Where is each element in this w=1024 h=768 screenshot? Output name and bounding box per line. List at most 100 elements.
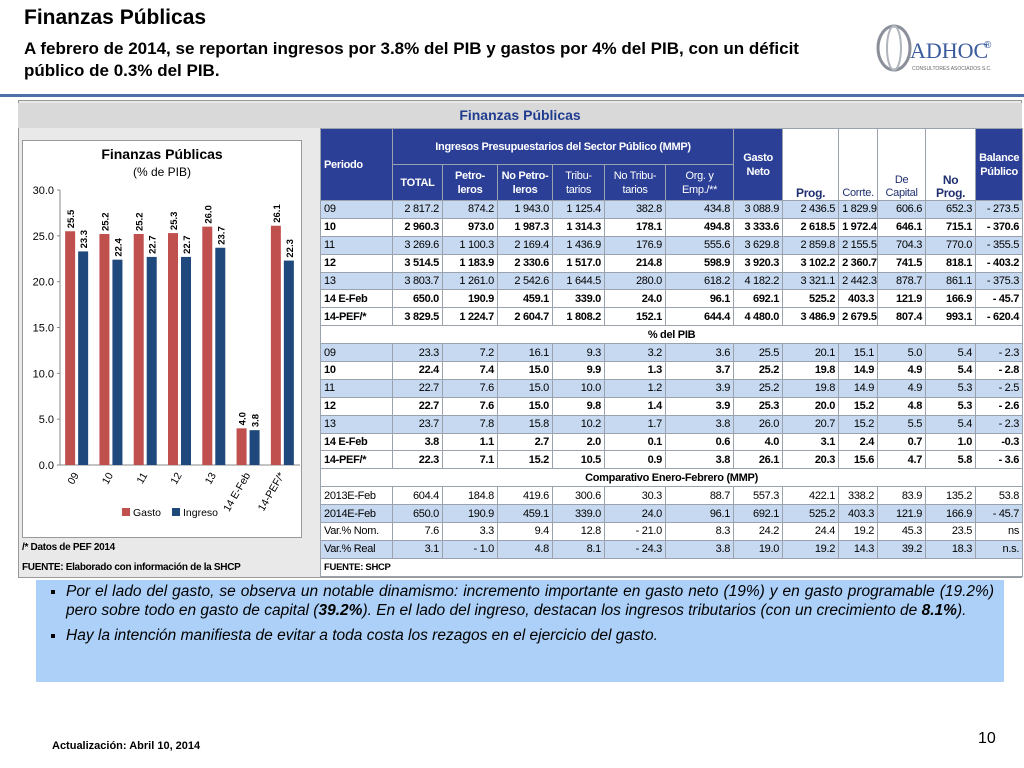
table-row: Var.% Nom. 7.6 3.3 9.4 12.8- 21.0 8.3 24.2 24.4… bbox=[320, 522, 1024, 541]
cell: 3.1 bbox=[392, 539, 443, 559]
cell: 3 486.9 bbox=[782, 307, 840, 327]
cell: - 370.6 bbox=[975, 217, 1024, 237]
cell: 15.2 bbox=[497, 450, 553, 470]
cell: 606.6 bbox=[877, 200, 927, 219]
cell: 2 859.8 bbox=[782, 235, 840, 255]
cell: 7.1 bbox=[442, 450, 498, 470]
cell: 18.3 bbox=[925, 539, 977, 559]
cell: 9.8 bbox=[552, 396, 605, 416]
cell: 555.6 bbox=[664, 235, 735, 255]
data-label: 22.3 bbox=[285, 239, 296, 258]
chart-title: Finanzas Públicas bbox=[101, 146, 223, 162]
note: FUENTE: Elaborado con información de la … bbox=[22, 562, 241, 573]
cell: - 403.2 bbox=[975, 253, 1024, 273]
cell: - 2.5 bbox=[975, 378, 1024, 398]
row-label: 14-PEF/* bbox=[320, 307, 393, 327]
cell: 993.1 bbox=[925, 307, 977, 327]
y-tick-label: 10.0 bbox=[33, 368, 54, 380]
row-label: 11 bbox=[320, 235, 393, 255]
cell: 5.4 bbox=[925, 414, 977, 434]
logo-mark: ® bbox=[984, 40, 992, 51]
cell: 10.0 bbox=[552, 378, 605, 398]
chart-frame bbox=[22, 140, 302, 538]
cell: 1 183.9 bbox=[442, 253, 498, 273]
cell: 15.2 bbox=[838, 396, 879, 416]
table-row: 13 3 803.7 1 261.0 2 542.6 1 644.5 280.0 618.2… bbox=[320, 271, 1024, 291]
x-tick-label: 13 bbox=[203, 470, 219, 486]
column-header: Corrte. bbox=[838, 128, 879, 201]
section-row: % del PIB bbox=[319, 325, 1024, 345]
data-label: 26.1 bbox=[272, 204, 283, 223]
column-header: TOTAL bbox=[392, 164, 443, 201]
cell: 7.8 bbox=[442, 414, 498, 434]
cell: 15.2 bbox=[838, 414, 879, 434]
table-row: 09 23.3 7.2 16.1 9.3 3.2 3.6 25.5 20.1 15.1 5.0 5.4… bbox=[320, 343, 1024, 363]
cell: 3.6 bbox=[664, 343, 735, 363]
cell: 692.1 bbox=[733, 289, 784, 309]
cell: - 3.6 bbox=[975, 450, 1024, 470]
x-tick-label: 09 bbox=[66, 470, 82, 486]
cell: 1 314.3 bbox=[552, 217, 605, 237]
cell: 3 803.7 bbox=[392, 271, 443, 291]
cell: - 355.5 bbox=[975, 235, 1024, 255]
cell: 1 224.7 bbox=[442, 307, 498, 327]
update-date: Actualización: Abril 10, 2014 bbox=[52, 740, 201, 752]
cell: 280.0 bbox=[604, 271, 666, 291]
bar bbox=[112, 259, 123, 465]
cell: 3 920.3 bbox=[733, 253, 784, 273]
bar bbox=[283, 260, 294, 465]
cell: - 375.3 bbox=[975, 271, 1024, 291]
table-title: Finanzas Públicas bbox=[18, 103, 1022, 128]
legend-swatch bbox=[172, 508, 180, 516]
cell: - 1.0 bbox=[442, 539, 498, 559]
bar bbox=[236, 428, 247, 465]
note: /* Datos de PEF 2014 bbox=[22, 542, 115, 553]
cell: 403.3 bbox=[838, 289, 879, 309]
cell: - 620.4 bbox=[975, 307, 1024, 327]
bar bbox=[202, 226, 213, 465]
group-header: Ingresos Presupuestarios del Sector Públ… bbox=[391, 128, 735, 165]
cell: 403.3 bbox=[838, 504, 879, 524]
cell: 1 829.9 bbox=[838, 200, 879, 219]
source: FUENTE: SHCP bbox=[319, 557, 1024, 577]
cell: 1.2 bbox=[604, 378, 666, 398]
cell: 9.3 bbox=[552, 343, 605, 363]
table-row: 10 22.4 7.4 15.0 9.9 1.3 3.7 25.2 19.8 14.9 4.9 5.4… bbox=[320, 361, 1024, 380]
cell: 1.1 bbox=[442, 432, 498, 452]
table-row: 14-PEF/* 22.3 7.1 15.2 10.5 0.9 3.8 26.1 20.3 15.… bbox=[320, 450, 1024, 470]
cell: 650.0 bbox=[392, 289, 443, 309]
cell: 692.1 bbox=[733, 504, 784, 524]
cell: 874.2 bbox=[442, 200, 498, 219]
logo: ADHOC ® CONSULTORES ASOCIADOS S.C. bbox=[876, 24, 992, 72]
bullet: Por el lado del gasto, se observa un not… bbox=[66, 582, 994, 620]
cell: 5.3 bbox=[925, 378, 977, 398]
cell: 1.4 bbox=[604, 396, 666, 416]
cell: - 2.3 bbox=[975, 414, 1024, 434]
row-label: Var.% Real bbox=[320, 539, 393, 559]
cell: 25.2 bbox=[733, 378, 784, 398]
cell: 53.8 bbox=[975, 486, 1024, 506]
logo-globe bbox=[886, 25, 902, 71]
cell: 3 333.6 bbox=[733, 217, 784, 237]
cell: 8.3 bbox=[664, 522, 735, 541]
data-label: 26.0 bbox=[203, 205, 214, 224]
data-label: 23.3 bbox=[79, 230, 90, 249]
cell: 3.8 bbox=[664, 539, 735, 559]
column-header: Periodo bbox=[320, 128, 393, 201]
cell: 644.4 bbox=[664, 307, 735, 327]
y-tick-label: 20.0 bbox=[33, 277, 54, 289]
cell: 26.0 bbox=[733, 414, 784, 434]
section-label: % del PIB bbox=[319, 325, 1024, 345]
cell: 338.2 bbox=[838, 486, 879, 506]
bar bbox=[215, 247, 226, 465]
row-label: Var.% Nom. bbox=[320, 522, 393, 541]
cell: - 45.7 bbox=[975, 289, 1024, 309]
cell: 3.9 bbox=[664, 396, 735, 416]
bullet-text: ). En el lado del ingreso, destacan los … bbox=[362, 602, 922, 619]
cell: 8.1 bbox=[552, 539, 605, 559]
cell: 7.6 bbox=[392, 522, 443, 541]
bar bbox=[270, 225, 281, 465]
cell: 15.8 bbox=[497, 414, 553, 434]
cell: 1 100.3 bbox=[442, 235, 498, 255]
